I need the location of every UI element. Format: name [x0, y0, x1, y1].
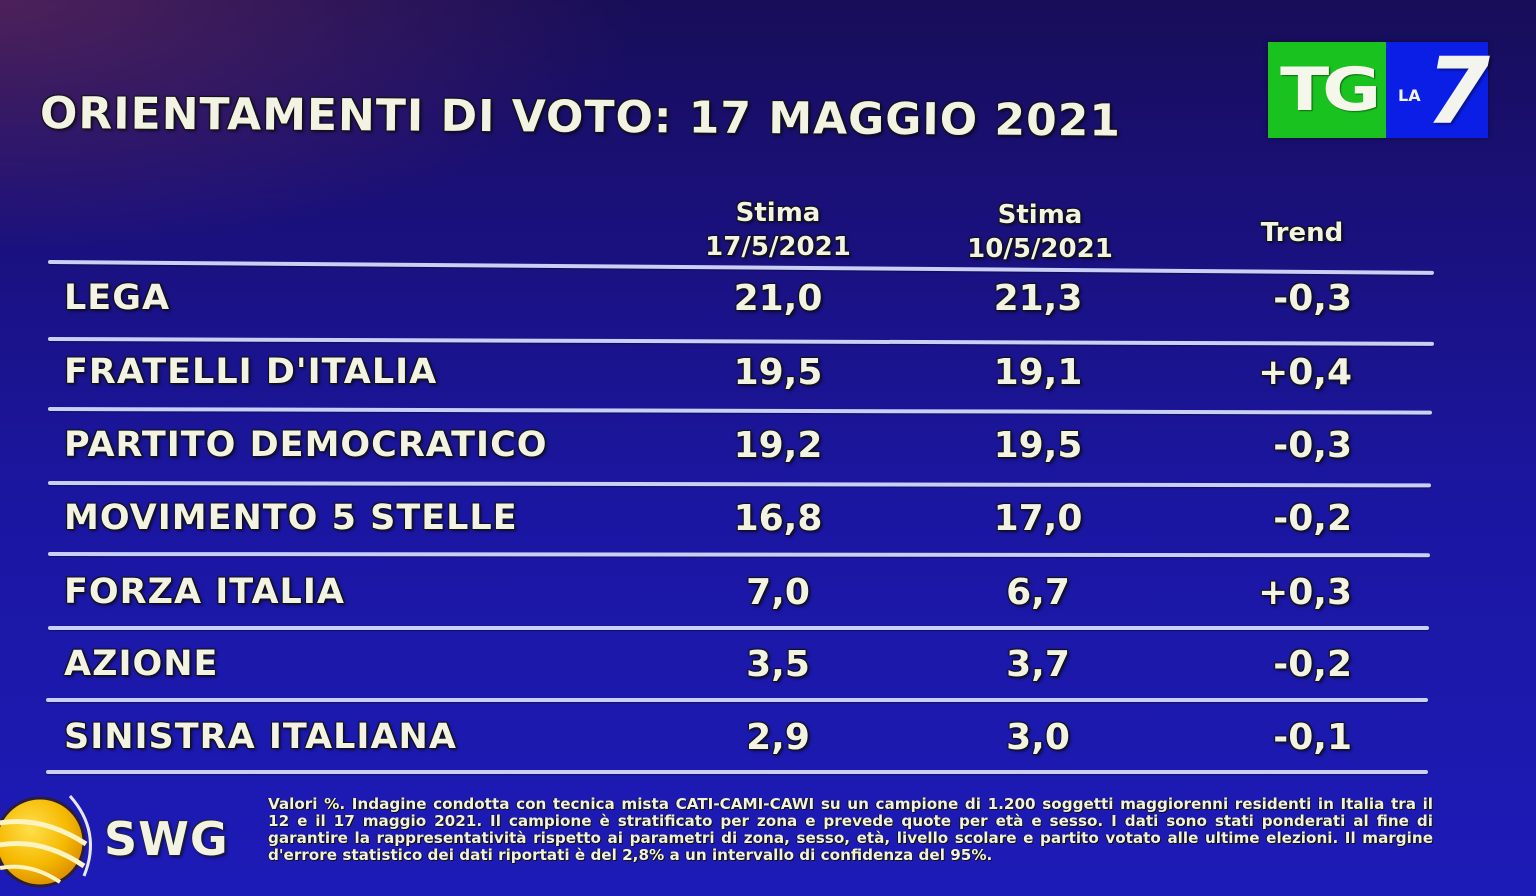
table-row: FORZA ITALIA 7,0 6,7 +0,3: [0, 566, 1536, 626]
value-trend: -0,2: [1273, 498, 1352, 539]
row-divider: [47, 552, 1431, 558]
row-divider: [47, 481, 1432, 488]
la-logo-text: LA: [1398, 86, 1421, 105]
table-row: PARTITO DEMOCRATICO 19,2 19,5 -0,3: [0, 419, 1536, 479]
column-header-previous-label: Stima: [997, 200, 1083, 230]
value-current: 21,0: [733, 278, 823, 319]
row-divider: [46, 698, 1428, 702]
value-previous: 19,5: [993, 425, 1083, 466]
tg-logo-text: TG: [1280, 55, 1381, 125]
table-row: FRATELLI D'ITALIA 19,5 19,1 +0,4: [0, 346, 1536, 406]
swg-globe-icon: [0, 795, 92, 888]
la7-logo-blue-block: LA 7: [1386, 38, 1490, 145]
value-current: 7,0: [746, 572, 810, 613]
table-row: SINISTRA ITALIANA 2,9 3,0 -0,1: [0, 711, 1536, 771]
column-header-trend-label: Trend: [1260, 218, 1344, 248]
tg-logo-green-block: TG: [1268, 42, 1386, 138]
value-current: 3,5: [746, 644, 810, 685]
party-name: AZIONE: [64, 644, 219, 684]
row-divider: [48, 626, 1429, 630]
column-header-current-date: 17/5/2021: [705, 232, 851, 262]
value-previous: 6,7: [1006, 572, 1070, 613]
value-previous: 3,7: [1006, 644, 1070, 685]
value-trend: -0,3: [1273, 278, 1352, 319]
table-row: LEGA 21,0 21,3 -0,3: [0, 272, 1536, 332]
value-trend: +0,3: [1258, 572, 1352, 613]
value-current: 2,9: [746, 717, 810, 758]
page-title: ORIENTAMENTI DI VOTO: 17 MAGGIO 2021: [39, 88, 1122, 147]
party-name: FRATELLI D'ITALIA: [64, 352, 438, 392]
value-trend: -0,1: [1273, 717, 1352, 758]
table-row: AZIONE 3,5 3,7 -0,2: [0, 638, 1536, 698]
value-previous: 3,0: [1006, 717, 1070, 758]
column-header-previous-date: 10/5/2021: [967, 234, 1113, 264]
party-name: SINISTRA ITALIANA: [64, 717, 457, 757]
column-header-current-label: Stima: [735, 198, 821, 228]
column-header-current: Stima 17/5/2021: [668, 196, 888, 264]
row-divider: [47, 337, 1434, 346]
party-name: PARTITO DEMOCRATICO: [64, 425, 548, 465]
value-trend: +0,4: [1258, 352, 1352, 393]
swg-logo-text: SWG: [104, 812, 229, 866]
value-trend: -0,2: [1273, 644, 1352, 685]
value-previous: 21,3: [993, 278, 1083, 319]
value-previous: 17,0: [993, 498, 1083, 539]
party-name: LEGA: [64, 278, 171, 318]
row-divider: [47, 407, 1433, 415]
value-current: 19,2: [733, 425, 823, 466]
party-name: FORZA ITALIA: [64, 572, 345, 612]
table-row: MOVIMENTO 5 STELLE 16,8 17,0 -0,2: [0, 492, 1536, 552]
value-current: 16,8: [733, 498, 823, 539]
column-header-trend: Trend: [1212, 216, 1392, 250]
methodology-note: Valori %. Indagine condotta con tecnica …: [268, 795, 1433, 864]
value-previous: 19,1: [993, 352, 1083, 393]
tg-la7-logo: TG LA 7: [1268, 38, 1490, 145]
value-current: 19,5: [733, 352, 823, 393]
row-divider: [46, 770, 1428, 774]
party-name: MOVIMENTO 5 STELLE: [64, 498, 518, 538]
column-header-previous: Stima 10/5/2021: [930, 198, 1150, 266]
seven-logo-text: 7: [1426, 38, 1491, 145]
value-trend: -0,3: [1273, 425, 1352, 466]
